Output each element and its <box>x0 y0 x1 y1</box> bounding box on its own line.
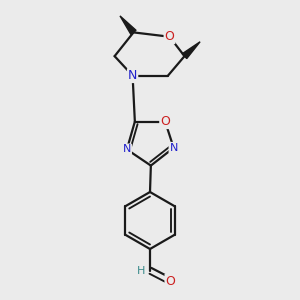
Polygon shape <box>182 42 200 58</box>
Text: N: N <box>169 143 178 153</box>
Text: O: O <box>166 274 175 288</box>
Polygon shape <box>120 16 136 34</box>
Text: N: N <box>123 144 131 154</box>
Text: H: H <box>137 266 145 276</box>
Text: N: N <box>128 69 137 82</box>
Text: O: O <box>160 115 170 128</box>
Text: O: O <box>165 30 174 43</box>
